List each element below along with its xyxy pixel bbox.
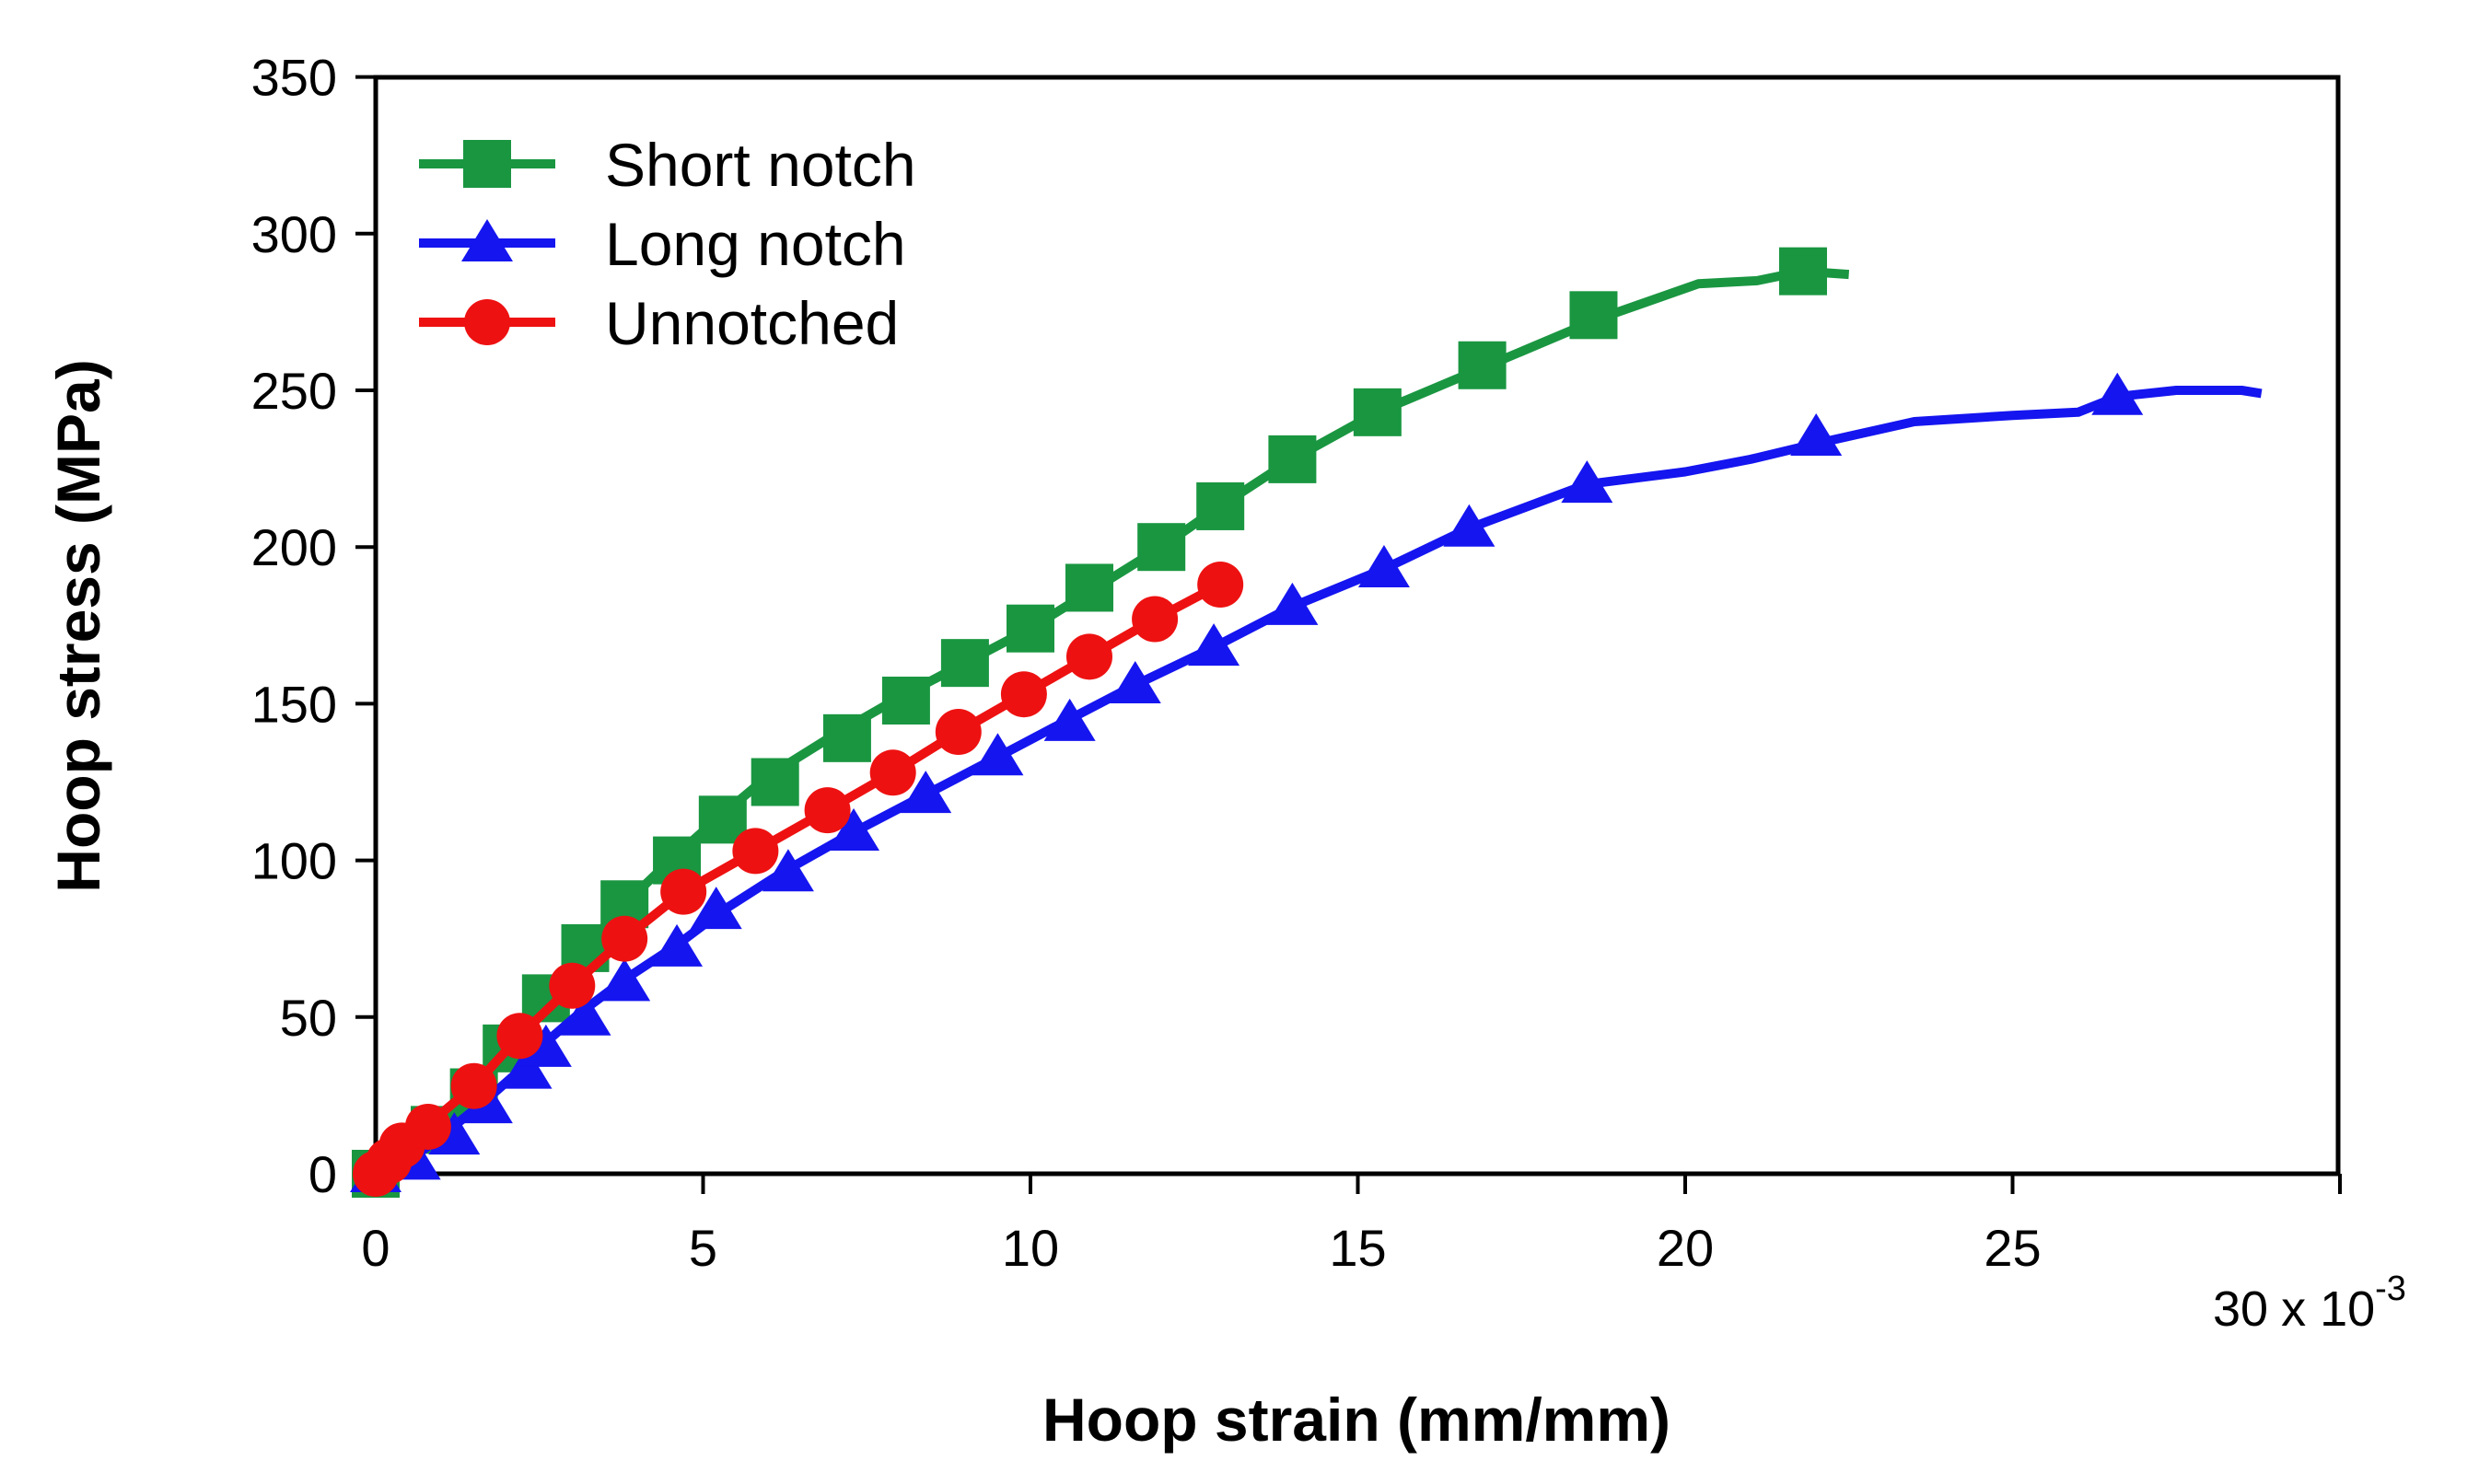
data-point-long-notch — [900, 771, 952, 814]
data-point-long-notch — [1043, 698, 1096, 741]
legend-swatch-marker — [463, 140, 511, 188]
data-point-unnotched — [1197, 562, 1244, 609]
data-point-long-notch — [500, 1046, 553, 1089]
data-point-long-notch — [690, 887, 742, 930]
data-point-unnotched — [935, 709, 982, 756]
data-point-unnotched — [732, 828, 779, 875]
y-tick-label: 200 — [251, 518, 337, 576]
series-line-long-notch — [374, 386, 2263, 1178]
y-tick-label: 0 — [308, 1145, 337, 1203]
data-point-long-notch — [828, 807, 880, 851]
data-point-unnotched — [404, 1103, 451, 1150]
series-layer — [350, 247, 2263, 1198]
data-point-short-notch — [940, 639, 989, 688]
legend-label: Short notch — [605, 131, 916, 199]
data-point-unnotched — [601, 915, 648, 962]
legend-item-unnotched: Unnotched — [419, 289, 899, 357]
data-point-short-notch — [1196, 481, 1245, 530]
x-tick-label: 25 — [1984, 1219, 2041, 1277]
data-point-short-notch — [1268, 435, 1317, 483]
data-point-short-notch — [822, 713, 871, 762]
data-point-short-notch — [1778, 247, 1827, 296]
legend-item-short-notch: Short notch — [419, 131, 916, 199]
legend: Short notch Long notch Unnotched — [419, 131, 916, 357]
legend-label: Unnotched — [605, 289, 899, 357]
data-point-unnotched — [1132, 596, 1179, 643]
x-axis-multiplier-value: 30 — [2213, 1281, 2268, 1337]
x-axis-ticks: 0 5 10 15 20 25 — [361, 1174, 2342, 1277]
y-tick-label: 100 — [251, 832, 337, 890]
data-point-long-notch — [1443, 504, 1496, 547]
series-long-notch — [350, 372, 2263, 1192]
x-axis-multiplier: 30 x 10-3 — [2213, 1270, 2406, 1337]
legend-label: Long notch — [605, 210, 906, 278]
y-tick-label: 350 — [251, 49, 337, 107]
x-axis-multiplier-base: x 10 — [2281, 1281, 2375, 1337]
y-tick-label: 300 — [251, 205, 337, 263]
data-point-short-notch — [1007, 604, 1054, 653]
data-point-long-notch — [1790, 413, 1843, 457]
data-point-long-notch — [1561, 460, 1613, 504]
legend-swatch-marker — [461, 219, 513, 261]
data-point-long-notch — [972, 733, 1024, 776]
x-axis-title: Hoop strain (mm/mm) — [1042, 1385, 1670, 1454]
legend-item-long-notch: Long notch — [419, 210, 906, 278]
data-point-short-notch — [1137, 523, 1186, 572]
data-point-unnotched — [1000, 671, 1047, 718]
data-point-unnotched — [496, 1013, 543, 1060]
series-line-short-notch — [373, 266, 1850, 1178]
data-point-long-notch — [1266, 582, 1319, 625]
series-unnotched — [353, 562, 1244, 1197]
y-tick-label: 50 — [280, 989, 337, 1047]
data-point-long-notch — [1188, 623, 1240, 667]
y-tick-label: 250 — [251, 362, 337, 420]
x-tick-label: 10 — [1002, 1219, 1059, 1277]
data-point-unnotched — [660, 868, 707, 915]
data-point-short-notch — [1065, 563, 1113, 612]
data-point-unnotched — [869, 749, 916, 796]
x-tick-label: 15 — [1329, 1219, 1386, 1277]
x-axis-multiplier-exponent: -3 — [2375, 1270, 2406, 1308]
data-point-unnotched — [549, 962, 596, 1009]
data-point-long-notch — [519, 1024, 572, 1067]
data-point-short-notch — [1458, 341, 1507, 389]
data-point-long-notch — [559, 992, 611, 1036]
y-tick-label: 150 — [251, 675, 337, 733]
y-axis-title: Hoop stress (MPa) — [44, 359, 112, 892]
data-point-long-notch — [1357, 545, 1410, 588]
data-point-long-notch — [1109, 660, 1161, 703]
data-point-long-notch — [762, 849, 814, 892]
y-axis-ticks: 0 50 100 150 200 250 300 350 — [251, 49, 376, 1203]
data-point-unnotched — [450, 1062, 497, 1109]
x-tick-label: 0 — [361, 1219, 390, 1277]
data-point-unnotched — [1065, 633, 1112, 680]
legend-swatch-marker — [464, 299, 510, 345]
data-point-short-notch — [1353, 388, 1402, 436]
x-tick-label: 20 — [1657, 1219, 1714, 1277]
x-tick-label: 5 — [689, 1219, 717, 1277]
data-point-unnotched — [804, 787, 851, 834]
data-point-long-notch — [651, 923, 704, 967]
series-short-notch — [352, 247, 1850, 1198]
data-point-short-notch — [881, 676, 930, 725]
data-point-long-notch — [599, 958, 651, 1002]
data-point-long-notch — [2091, 372, 2144, 415]
data-point-short-notch — [1569, 291, 1618, 340]
data-point-short-notch — [751, 758, 799, 806]
